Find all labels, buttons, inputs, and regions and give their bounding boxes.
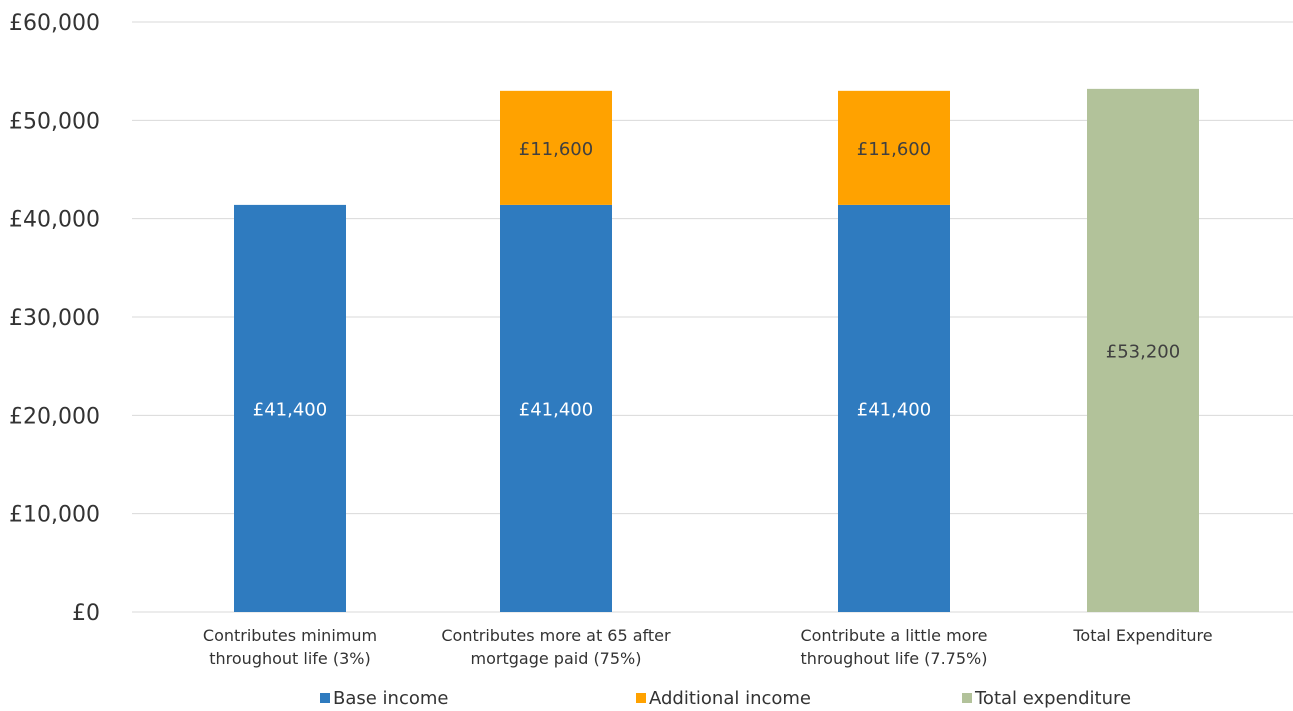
legend-label: Total expenditure [974, 688, 1131, 709]
y-axis-ticks: £0 £10,000 £20,000 £30,000 £40,000 £50,000 £60… [9, 11, 100, 626]
y-tick-label: £20,000 [9, 404, 100, 429]
y-tick-label: £40,000 [9, 208, 100, 233]
x-category-label: Contributes minimum [203, 626, 377, 645]
data-label: £53,200 [1106, 341, 1180, 362]
data-label: £11,600 [857, 139, 931, 160]
x-category-label: Total Expenditure [1072, 626, 1212, 645]
x-axis-categories: Contributes minimum throughout life (3%) C… [203, 626, 1213, 668]
y-tick-label: £10,000 [9, 503, 100, 528]
y-tick-label: £0 [72, 601, 100, 626]
legend: Base income Additional income Total expend… [320, 688, 1131, 709]
data-label: £41,400 [253, 399, 327, 420]
y-tick-label: £60,000 [9, 11, 100, 36]
x-category-label: throughout life (3%) [209, 649, 370, 668]
x-category-label: throughout life (7.75%) [801, 649, 988, 668]
legend-swatch [962, 693, 972, 703]
bars: £41,400 £41,400 £11,600 £41,400 £11,600 £53,2… [234, 88, 1199, 612]
legend-swatch [636, 693, 646, 703]
data-label: £41,400 [519, 399, 593, 420]
bar-segment-total-expenditure [1087, 88, 1199, 612]
y-tick-label: £30,000 [9, 306, 100, 331]
legend-label: Base income [333, 688, 448, 709]
x-category-label: Contributes more at 65 after [441, 626, 671, 645]
bar-segment-base-income [234, 204, 346, 612]
x-category-label: mortgage paid (75%) [471, 649, 642, 668]
legend-label: Additional income [649, 688, 811, 709]
y-tick-label: £50,000 [9, 109, 100, 134]
bar-segment-base-income [500, 204, 612, 612]
bar-segment-additional-income [838, 90, 950, 205]
bar-segment-base-income [838, 204, 950, 612]
legend-swatch [320, 693, 330, 703]
data-label: £41,400 [857, 399, 931, 420]
data-label: £11,600 [519, 139, 593, 160]
bar-segment-additional-income [500, 90, 612, 205]
x-category-label: Contribute a little more [800, 626, 987, 645]
